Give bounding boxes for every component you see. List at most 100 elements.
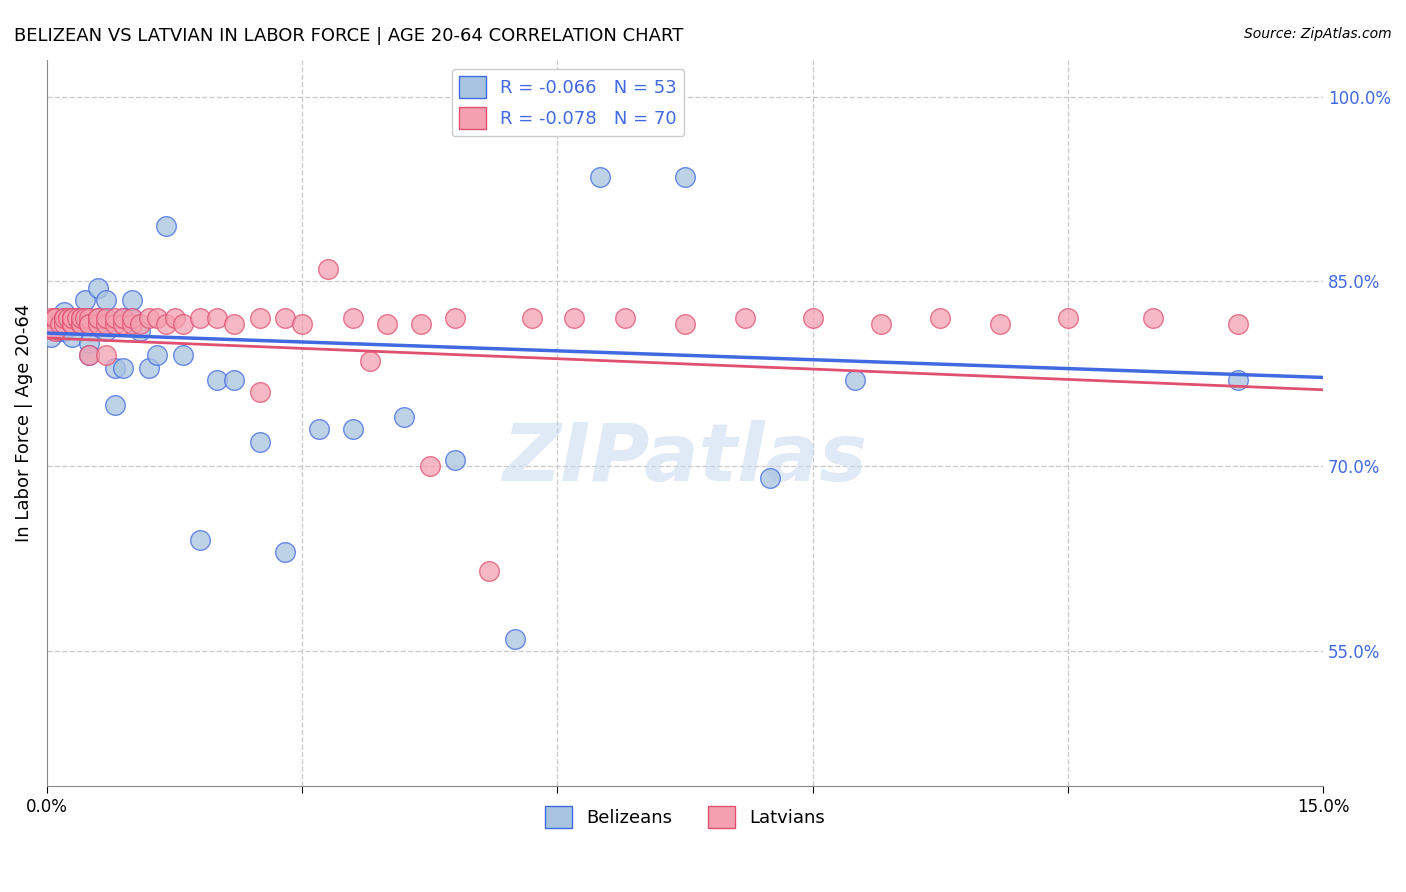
Point <box>564 311 586 326</box>
Point <box>96 348 118 362</box>
Point <box>104 318 127 332</box>
Point <box>375 318 398 332</box>
Point <box>155 318 177 332</box>
Point <box>112 311 135 326</box>
Point <box>52 324 75 338</box>
Point <box>222 373 245 387</box>
Point <box>44 311 66 326</box>
Point <box>121 293 143 307</box>
Point <box>66 311 89 326</box>
Point <box>48 318 70 332</box>
Point <box>146 348 169 362</box>
Point <box>96 324 118 338</box>
Point <box>1142 311 1164 326</box>
Point <box>869 318 891 332</box>
Point <box>155 219 177 233</box>
Point <box>112 311 135 326</box>
Point <box>96 318 118 332</box>
Point <box>274 545 297 559</box>
Point <box>70 311 93 326</box>
Point <box>146 311 169 326</box>
Point <box>172 348 194 362</box>
Point <box>121 311 143 326</box>
Point <box>503 632 526 646</box>
Point <box>1227 373 1250 387</box>
Point <box>929 311 952 326</box>
Point <box>39 311 62 326</box>
Point <box>96 311 118 326</box>
Point <box>138 311 160 326</box>
Point <box>52 311 75 326</box>
Point <box>70 311 93 326</box>
Point <box>249 434 271 449</box>
Point <box>673 169 696 184</box>
Point <box>75 293 97 307</box>
Point <box>274 311 297 326</box>
Point <box>62 311 84 326</box>
Point <box>62 311 84 326</box>
Point <box>444 311 467 326</box>
Point <box>39 330 62 344</box>
Point <box>79 311 101 326</box>
Legend: Belizeans, Latvians: Belizeans, Latvians <box>537 799 832 836</box>
Point <box>112 360 135 375</box>
Point <box>759 471 782 485</box>
Point <box>444 453 467 467</box>
Point <box>75 311 97 326</box>
Point <box>520 311 543 326</box>
Point <box>62 330 84 344</box>
Point <box>342 311 364 326</box>
Point <box>316 262 339 277</box>
Point <box>478 564 501 578</box>
Point <box>87 280 110 294</box>
Point <box>614 311 637 326</box>
Point <box>62 318 84 332</box>
Point <box>188 311 211 326</box>
Point <box>44 311 66 326</box>
Point <box>44 318 66 332</box>
Point <box>79 318 101 332</box>
Point <box>79 318 101 332</box>
Point <box>172 318 194 332</box>
Point <box>70 311 93 326</box>
Point <box>419 459 441 474</box>
Point <box>104 398 127 412</box>
Point <box>62 311 84 326</box>
Point <box>52 311 75 326</box>
Point <box>121 318 143 332</box>
Point <box>44 318 66 332</box>
Point <box>1227 318 1250 332</box>
Text: Source: ZipAtlas.com: Source: ZipAtlas.com <box>1244 27 1392 41</box>
Point <box>205 311 228 326</box>
Point <box>70 318 93 332</box>
Point <box>394 409 416 424</box>
Point <box>87 311 110 326</box>
Point <box>79 335 101 350</box>
Point <box>112 318 135 332</box>
Point <box>205 373 228 387</box>
Point <box>844 373 866 387</box>
Point <box>52 305 75 319</box>
Point <box>163 311 186 326</box>
Point <box>308 422 330 436</box>
Point <box>62 318 84 332</box>
Point <box>359 354 381 368</box>
Y-axis label: In Labor Force | Age 20-64: In Labor Force | Age 20-64 <box>15 304 32 542</box>
Point <box>79 318 101 332</box>
Point <box>70 318 93 332</box>
Point <box>138 360 160 375</box>
Point <box>52 318 75 332</box>
Point <box>48 324 70 338</box>
Point <box>121 311 143 326</box>
Point <box>342 422 364 436</box>
Point <box>291 318 314 332</box>
Point <box>104 311 127 326</box>
Point <box>44 324 66 338</box>
Point <box>222 318 245 332</box>
Point <box>56 311 79 326</box>
Point <box>56 311 79 326</box>
Point <box>104 360 127 375</box>
Point <box>673 318 696 332</box>
Point <box>62 311 84 326</box>
Point <box>66 311 89 326</box>
